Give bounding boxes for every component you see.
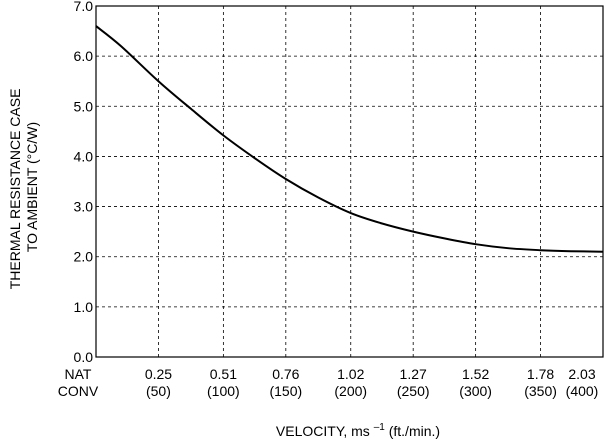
x-axis-label: VELOCITY, ms –1 (ft./min.) — [276, 422, 440, 439]
x-axis-label-exponent: –1 — [374, 422, 386, 433]
series-line — [95, 25, 604, 253]
y-tick-label: 1.0 — [74, 299, 94, 315]
y-tick-label: 2.0 — [74, 249, 94, 265]
plot-frame — [95, 5, 604, 358]
y-tick-label: 0.0 — [74, 349, 94, 365]
x-axis-label-main: VELOCITY, ms — [276, 423, 374, 439]
x-tick-label: 1.52 — [462, 366, 489, 382]
x-tick-sublabel: (50) — [146, 383, 171, 399]
y-axis-label-line2: TO AMBIENT (°C/W) — [24, 122, 40, 252]
x-tick-sublabel: (150) — [269, 383, 302, 399]
x-tick-label: 0.76 — [272, 366, 299, 382]
x-tick-label: 2.03 — [568, 366, 595, 382]
x-tick-sublabel: (100) — [207, 383, 240, 399]
y-tick-label: 5.0 — [74, 98, 94, 114]
y-tick-label: 4.0 — [74, 148, 94, 164]
y-axis-label: THERMAL RESISTANCE CASE TO AMBIENT (°C/W… — [7, 85, 40, 290]
y-tick-labels: 0.0 1.0 2.0 3.0 4.0 5.0 6.0 7.0 — [74, 0, 94, 365]
x-tick-sublabel: (400) — [566, 383, 599, 399]
x-tick-label: 1.27 — [400, 366, 427, 382]
x-tick-sublabel: (200) — [334, 383, 367, 399]
x-tick-sublabel: CONV — [58, 383, 99, 399]
y-tick-label: 6.0 — [74, 48, 94, 64]
y-axis-label-line1: THERMAL RESISTANCE CASE — [7, 89, 23, 290]
grid-lines — [95, 5, 604, 358]
x-axis-label-unit: (ft./min.) — [385, 423, 440, 439]
y-tick-label: 7.0 — [74, 0, 94, 14]
y-tick-label: 3.0 — [74, 199, 94, 215]
x-tick-label: 0.25 — [145, 366, 172, 382]
x-tick-sublabel: (250) — [397, 383, 430, 399]
x-tick-sublabel: (300) — [459, 383, 492, 399]
x-tick-label: 1.78 — [527, 366, 554, 382]
x-tick-label: 0.51 — [210, 366, 237, 382]
x-tick-sublabel: (350) — [524, 383, 557, 399]
x-tick-label: NAT — [65, 366, 92, 382]
x-tick-label: 1.02 — [337, 366, 364, 382]
